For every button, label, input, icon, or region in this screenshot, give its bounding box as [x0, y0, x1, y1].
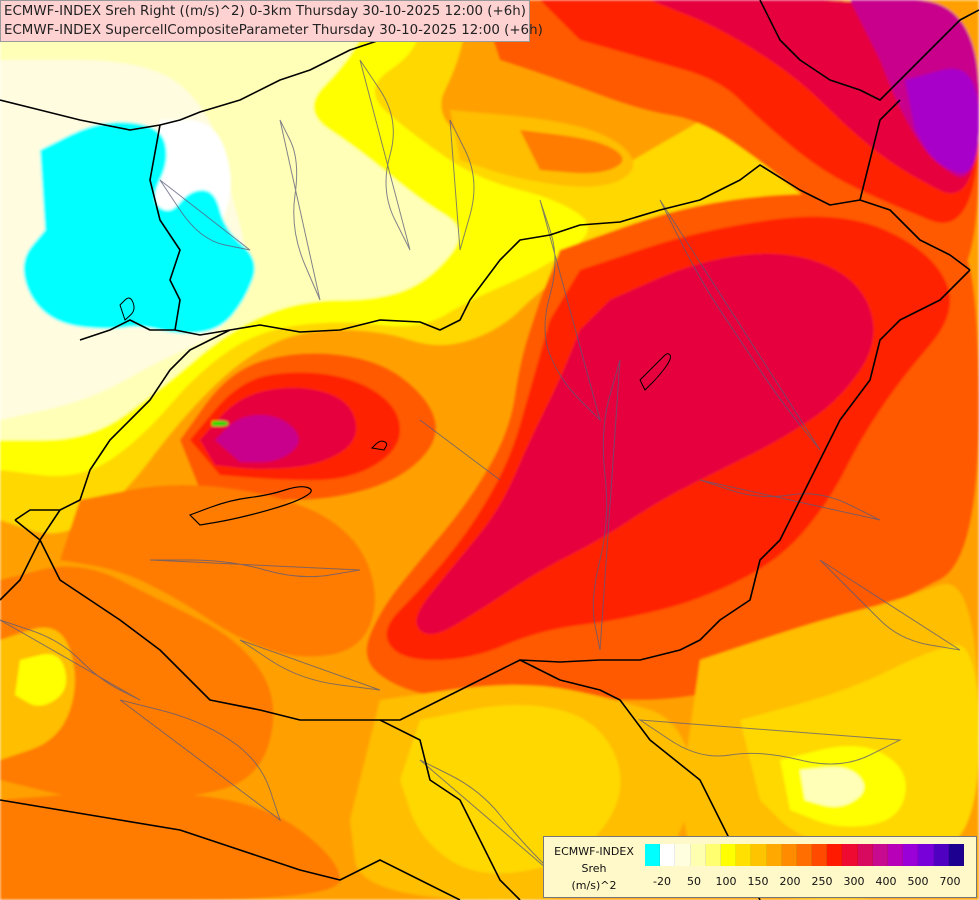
- legend-swatch: [645, 844, 661, 866]
- field-west-magenta: [215, 415, 299, 462]
- border-hr-ba: [0, 799, 461, 900]
- border-pl-ua: [759, 0, 979, 101]
- legend-swatch: [796, 844, 813, 866]
- legend-tick-label: 400: [875, 875, 897, 888]
- field-sw-yellow-pocket: [15, 654, 67, 706]
- legend-swatch: [857, 844, 873, 866]
- border-si-hr: [0, 509, 61, 601]
- legend-tick-label: 150: [747, 875, 769, 888]
- color-legend: ECMWF-INDEX Sreh (m/s)^2 -20 50 100 150 200 2…: [543, 836, 977, 898]
- field-south-gold: [400, 705, 621, 874]
- legend-tick-label: 500: [907, 875, 929, 888]
- region-boundary-line: [119, 699, 281, 822]
- lake-neusiedl: [119, 297, 135, 321]
- lake-balaton: [188, 486, 312, 526]
- legend-swatch: [933, 844, 949, 866]
- legend-swatch: [705, 844, 721, 866]
- legend-swatch: [842, 844, 858, 866]
- region-boundary-line: [592, 359, 621, 651]
- field-sw-lower-darkorange: [0, 566, 274, 800]
- region-boundary-line: [638, 719, 902, 765]
- legend-swatch: [660, 844, 676, 866]
- title-scp: ECMWF-INDEX SupercellCompositeParameter …: [4, 23, 543, 38]
- legend-swatch: [720, 844, 737, 866]
- region-boundary-line: [659, 199, 821, 451]
- legend-swatch: [888, 844, 904, 866]
- legend-tick-label: 700: [939, 875, 961, 888]
- region-boundary-line: [159, 179, 251, 251]
- legend-swatch: [766, 844, 782, 866]
- legend-tick-label: 50: [687, 875, 701, 888]
- border-east-hu: [380, 269, 971, 721]
- map-title-box: ECMWF-INDEX Sreh Right ((m/s)^2) 0-3km T…: [0, 0, 543, 42]
- lake-tisza: [639, 353, 671, 391]
- legend-color-scale: [645, 844, 964, 866]
- region-boundary-line: [699, 479, 881, 521]
- legend-tick-label: 250: [811, 875, 833, 888]
- field-sw-darkorange: [60, 485, 375, 657]
- legend-swatch: [690, 844, 706, 866]
- legend-tick-label: -20: [653, 875, 671, 888]
- legend-swatch: [751, 844, 767, 866]
- legend-model-name: ECMWF-INDEX: [554, 845, 634, 858]
- field-green-spot: [212, 421, 228, 426]
- legend-swatch: [872, 844, 888, 866]
- legend-swatch: [918, 844, 934, 866]
- region-boundary-line: [359, 59, 411, 251]
- lake-velence: [370, 440, 388, 451]
- legend-parameter: Sreh: [581, 862, 607, 875]
- field-ne-purple: [905, 68, 979, 174]
- border-sk-ua: [859, 99, 901, 201]
- region-boundary-line: [149, 559, 361, 578]
- region-boundaries: [0, 59, 961, 881]
- field-far-sw: [0, 792, 340, 900]
- legend-swatch: [781, 844, 797, 866]
- legend-swatch: [948, 844, 964, 866]
- region-boundary-line: [819, 559, 961, 651]
- legend-swatch: [827, 844, 843, 866]
- border-west-hu: [14, 329, 231, 521]
- lake-outlines: [119, 297, 671, 526]
- border-at-hu: [79, 319, 231, 341]
- field-band-core: [630, 294, 746, 377]
- region-boundary-line: [419, 419, 501, 481]
- legend-swatch: [675, 844, 691, 866]
- region-boundary-line: [539, 199, 601, 422]
- legend-tick-label: 100: [715, 875, 737, 888]
- legend-unit: (m/s)^2: [571, 879, 617, 892]
- legend-swatch: [812, 844, 828, 866]
- field-north-pocket: [520, 130, 623, 174]
- legend-swatch: [903, 844, 919, 866]
- region-boundary-line: [0, 619, 141, 701]
- field-band-core-east: [765, 323, 835, 383]
- field-cyan-negative: [23, 122, 255, 334]
- region-boundary-line: [239, 639, 381, 691]
- border-at-sk: [149, 124, 181, 331]
- legend-tick-label: 200: [779, 875, 801, 888]
- region-boundary-line: [419, 759, 561, 881]
- border-south-hu-hr: [14, 519, 380, 721]
- field-band-crimson: [416, 253, 874, 634]
- title-sreh: ECMWF-INDEX Sreh Right ((m/s)^2) 0-3km T…: [4, 4, 526, 19]
- region-boundary-line: [279, 119, 321, 301]
- region-boundary-line: [449, 119, 475, 251]
- field-se-cream: [800, 767, 864, 807]
- legend-tick-label: 300: [843, 875, 865, 888]
- border-hr-rs: [379, 719, 521, 900]
- legend-swatch: [736, 844, 752, 866]
